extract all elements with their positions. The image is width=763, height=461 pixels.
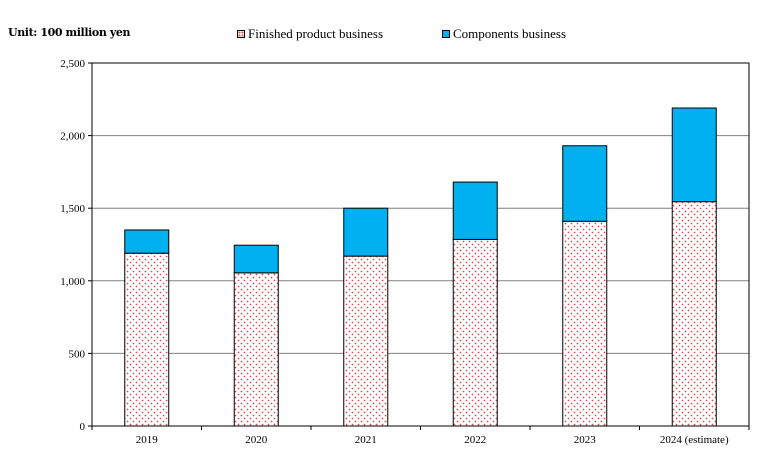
x-tick-label: 2021: [355, 434, 377, 446]
bar-components-2024: [671, 107, 717, 203]
legend-swatch-finished: [237, 30, 245, 38]
legend-swatch-components: [442, 30, 450, 38]
x-tick-label: 2024 (estimate): [660, 434, 729, 446]
bar-finished-2020: [233, 272, 279, 427]
bar-finished-2024: [671, 201, 717, 427]
bar-components-2021: [343, 207, 389, 257]
bar-components-2020: [233, 244, 279, 274]
y-tick-label: 1,500: [60, 203, 85, 215]
x-tick-label: 2022: [464, 434, 486, 446]
y-tick-label: 2,500: [60, 58, 85, 70]
x-tick-label: 2019: [136, 434, 159, 446]
y-tick-label: 1,000: [60, 276, 85, 288]
bar-finished-2019: [124, 252, 170, 427]
bar-finished-2021: [343, 255, 389, 427]
x-tick-label: 2020: [245, 434, 268, 446]
legend-item-components: Components business: [442, 26, 566, 42]
unit-label: Unit: 100 million yen: [8, 26, 131, 39]
legend-item-finished: Finished product business: [237, 26, 383, 42]
legend-label-components: Components business: [453, 26, 567, 41]
bar-components-2019: [124, 229, 170, 254]
x-tick-label: 2023: [574, 434, 597, 446]
bar-components-2023: [562, 145, 608, 222]
y-tick-label: 500: [69, 348, 86, 360]
bar-components-2022: [452, 181, 498, 240]
y-tick-label: 2,000: [60, 131, 85, 143]
plot-area-border: [91, 62, 750, 427]
y-tick-label: 0: [80, 421, 86, 433]
bar-finished-2022: [452, 238, 498, 427]
legend-label-finished: Finished product business: [248, 26, 384, 41]
bar-finished-2023: [562, 220, 608, 427]
